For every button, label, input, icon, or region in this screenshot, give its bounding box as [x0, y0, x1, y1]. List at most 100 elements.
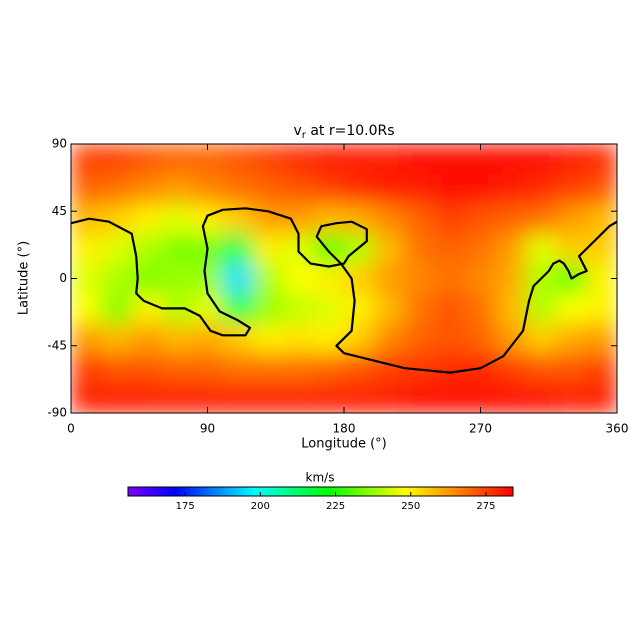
- heat-cell: [101, 144, 133, 175]
- y-tick-label: -45: [47, 338, 67, 352]
- heat-cell: [465, 203, 497, 235]
- heat-cell: [162, 383, 193, 413]
- heat-cell: [495, 203, 527, 235]
- heat-cell: [101, 263, 133, 294]
- heat-cell: [526, 323, 557, 354]
- heat-cell: [253, 144, 284, 175]
- heat-cell: [526, 383, 557, 413]
- heat-cell: [344, 353, 375, 384]
- heat-cell: [404, 173, 436, 205]
- heat-cell: [71, 383, 102, 413]
- heat-cell: [344, 293, 375, 324]
- heat-cell: [222, 144, 254, 175]
- x-tick-label: 180: [333, 422, 356, 436]
- y-tick-label: 45: [52, 204, 67, 218]
- heat-cell: [71, 173, 102, 205]
- heat-cell: [435, 144, 466, 175]
- heat-cell: [162, 173, 193, 205]
- heat-cell: [131, 144, 163, 175]
- heat-cell: [374, 323, 406, 354]
- heat-cell: [374, 293, 406, 324]
- heat-cell: [71, 353, 102, 384]
- heat-cell: [283, 383, 315, 413]
- heat-cell: [313, 383, 345, 413]
- heat-cell: [131, 203, 163, 235]
- heat-cell: [435, 293, 466, 324]
- heat-cell: [586, 233, 617, 265]
- heat-cell: [435, 203, 466, 235]
- heat-cell: [404, 383, 436, 413]
- heat-cell: [526, 173, 557, 205]
- heat-cell: [586, 353, 617, 384]
- heat-cell: [404, 203, 436, 235]
- heat-cell: [313, 144, 345, 175]
- heat-cell: [556, 293, 588, 324]
- heat-cell: [435, 173, 466, 205]
- heat-cell: [526, 144, 557, 175]
- heat-cell: [526, 293, 557, 324]
- heat-cell: [253, 383, 284, 413]
- heat-cell: [404, 293, 436, 324]
- heat-cell: [131, 293, 163, 324]
- heat-cell: [586, 203, 617, 235]
- heat-cell: [71, 233, 102, 265]
- heat-cell: [283, 173, 315, 205]
- heat-cell: [344, 233, 375, 265]
- colorbar: [127, 486, 514, 497]
- heat-cell: [556, 233, 588, 265]
- plot-frame: [70, 143, 618, 414]
- colorbar-tick-label: 175: [176, 501, 195, 512]
- heat-cell: [526, 353, 557, 384]
- heat-cell: [586, 323, 617, 354]
- chart-title: vr at r=10.0Rs: [293, 123, 394, 141]
- heat-cell: [283, 144, 315, 175]
- heat-cell: [586, 173, 617, 205]
- x-tick-label: 0: [67, 422, 75, 436]
- heat-cell: [374, 263, 406, 294]
- heat-cell: [222, 353, 254, 384]
- heat-cell: [222, 383, 254, 413]
- heat-cell: [435, 383, 466, 413]
- heat-cell: [526, 203, 557, 235]
- heat-cell: [162, 144, 193, 175]
- x-tick-label: 270: [469, 422, 492, 436]
- heat-cell: [162, 323, 193, 354]
- heat-cell: [465, 233, 497, 265]
- heat-cell: [586, 144, 617, 175]
- colorbar-tick-label: 250: [401, 501, 420, 512]
- heat-cell: [222, 233, 254, 265]
- heat-cell: [556, 144, 588, 175]
- heat-cell: [101, 293, 133, 324]
- heat-cell: [222, 173, 254, 205]
- heat-cell: [556, 323, 588, 354]
- heat-cell: [526, 233, 557, 265]
- heat-cell: [374, 203, 406, 235]
- heat-cell: [374, 383, 406, 413]
- x-tick-label: 90: [200, 422, 215, 436]
- heat-cell: [313, 293, 345, 324]
- x-axis-label: Longitude (°): [301, 437, 386, 452]
- y-tick-label: 0: [59, 271, 67, 285]
- heat-cell: [101, 383, 133, 413]
- heat-cell: [283, 203, 315, 235]
- heat-cell: [374, 144, 406, 175]
- heat-cell: [495, 323, 527, 354]
- neutral-line: [71, 207, 617, 374]
- heat-cell: [253, 263, 284, 294]
- heat-cell: [131, 353, 163, 384]
- heat-cell: [556, 173, 588, 205]
- heat-cell: [374, 173, 406, 205]
- heat-cell: [556, 203, 588, 235]
- heat-cell: [495, 383, 527, 413]
- heat-cell: [435, 233, 466, 265]
- heat-cell: [162, 233, 193, 265]
- y-tick-label: 90: [52, 137, 67, 151]
- heat-cell: [253, 293, 284, 324]
- heat-cell: [404, 263, 436, 294]
- heat-cell: [71, 323, 102, 354]
- heat-cell: [162, 353, 193, 384]
- heat-cell: [253, 233, 284, 265]
- y-axis-label: Latitude (°): [17, 241, 32, 315]
- colorbar-tick-label: 200: [251, 501, 270, 512]
